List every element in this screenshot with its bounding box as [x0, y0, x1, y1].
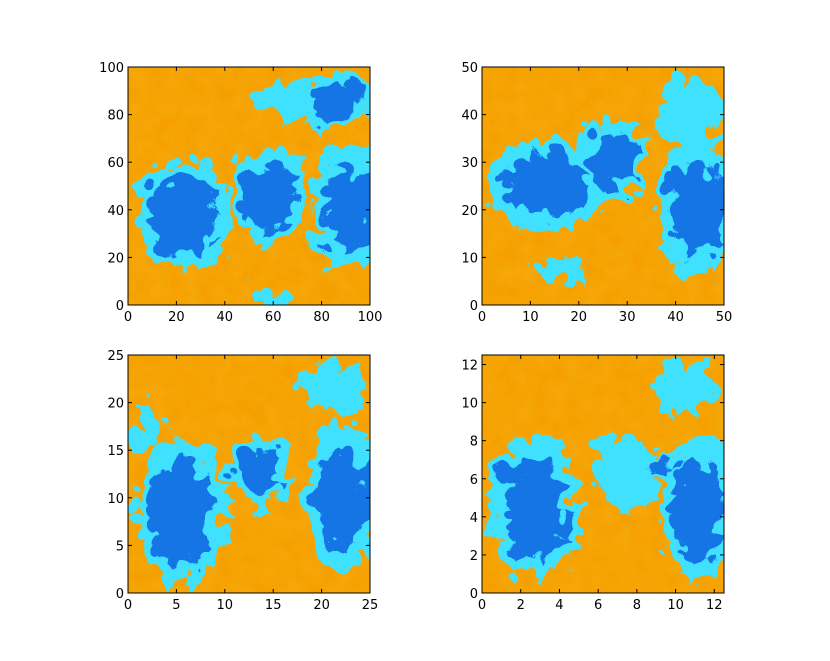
y-tick-label: 0 [470, 299, 478, 314]
axes-frame [127, 354, 371, 594]
axes-frame [481, 354, 725, 594]
heatmap-region-core [304, 432, 363, 540]
heatmap-panel-1: 0 20 40 60 80 100 0 20 40 60 80 100 [99, 61, 382, 325]
heatmap-region-core [579, 118, 627, 183]
x-tick-label: 30 [619, 310, 636, 325]
heatmap-region-core [227, 433, 271, 491]
y-tick-label: 25 [107, 349, 124, 364]
heatmap-region-core [660, 147, 715, 248]
heatmap-region-core [235, 150, 287, 222]
y-tick-label: 20 [107, 397, 124, 412]
x-tick-label: 2 [517, 598, 525, 613]
heatmap-region-core [299, 69, 354, 113]
x-tick-label: 10 [217, 598, 234, 613]
heatmap-region [645, 355, 707, 404]
heatmap-panel-2: 0 10 20 30 40 50 0 10 20 30 40 50 [461, 61, 732, 325]
x-tick-label: 60 [265, 310, 282, 325]
heatmap-region-core [491, 141, 579, 207]
y-tick-label: 12 [461, 359, 478, 374]
heatmap-region [240, 283, 282, 304]
y-tick-label: 50 [461, 61, 478, 76]
x-tick-label: 12 [706, 598, 723, 613]
y-tick-label: 8 [470, 435, 478, 450]
y-tick-label: 0 [116, 587, 124, 602]
y-tick-label: 100 [99, 61, 124, 76]
y-tick-label: 40 [461, 109, 478, 124]
heatmap-region-core [660, 447, 715, 548]
x-tick-label: 20 [168, 310, 185, 325]
x-tick-label: 20 [571, 310, 588, 325]
x-tick-label: 25 [362, 598, 379, 613]
y-tick-label: 10 [461, 251, 478, 266]
axes-frame [481, 66, 725, 306]
y-tick-label: 0 [470, 587, 478, 602]
y-tick-label: 2 [470, 549, 478, 564]
x-tick-label: 5 [172, 598, 180, 613]
heatmap-field [482, 67, 724, 305]
heatmap-region [582, 427, 649, 498]
x-tick-label: 80 [313, 310, 330, 325]
y-tick-label: 6 [470, 473, 478, 488]
heatmap-region [291, 355, 353, 404]
heatmap-region [529, 242, 581, 273]
x-tick-label: 10 [667, 598, 684, 613]
x-tick-label: 0 [124, 598, 132, 613]
x-tick-label: 100 [358, 310, 383, 325]
x-tick-label: 0 [478, 598, 486, 613]
y-tick-label: 15 [107, 444, 124, 459]
heatmap-region [128, 389, 153, 440]
x-tick-label: 0 [478, 310, 486, 325]
x-tick-label: 8 [633, 598, 641, 613]
x-tick-label: 0 [124, 310, 132, 325]
heatmap-field [482, 355, 724, 593]
x-tick-label: 6 [594, 598, 602, 613]
x-tick-label: 10 [522, 310, 539, 325]
x-tick-label: 40 [217, 310, 234, 325]
y-tick-label: 4 [470, 511, 478, 526]
x-tick-label: 15 [265, 598, 282, 613]
y-tick-label: 20 [461, 204, 478, 219]
y-tick-label: 10 [461, 397, 478, 412]
heatmap-region-core [313, 153, 369, 243]
x-tick-label: 20 [313, 598, 330, 613]
heatmap-region [252, 70, 304, 111]
heatmap-panel-4: 0 2 4 6 8 10 12 0 2 4 6 8 10 12 [461, 354, 725, 613]
heatmap-field [128, 67, 370, 305]
y-tick-label: 10 [107, 492, 124, 507]
heatmap-region-core [137, 165, 207, 245]
heatmap-region-core [492, 447, 559, 548]
x-tick-label: 40 [667, 310, 684, 325]
y-tick-label: 60 [107, 156, 124, 171]
heatmap-field [128, 355, 370, 593]
y-tick-label: 30 [461, 156, 478, 171]
x-tick-label: 4 [555, 598, 563, 613]
x-tick-label: 50 [716, 310, 733, 325]
heatmap-region [644, 67, 717, 138]
y-tick-label: 0 [116, 299, 124, 314]
y-tick-label: 5 [116, 539, 124, 554]
heatmap-region-core [138, 449, 205, 557]
y-tick-label: 40 [107, 204, 124, 219]
y-tick-label: 20 [107, 251, 124, 266]
y-tick-label: 80 [107, 109, 124, 124]
heatmap-panel-3: 0 5 10 15 20 25 0 5 10 15 20 25 [107, 349, 378, 613]
axes-frame [127, 66, 371, 306]
heatmap-region-core [645, 444, 668, 466]
